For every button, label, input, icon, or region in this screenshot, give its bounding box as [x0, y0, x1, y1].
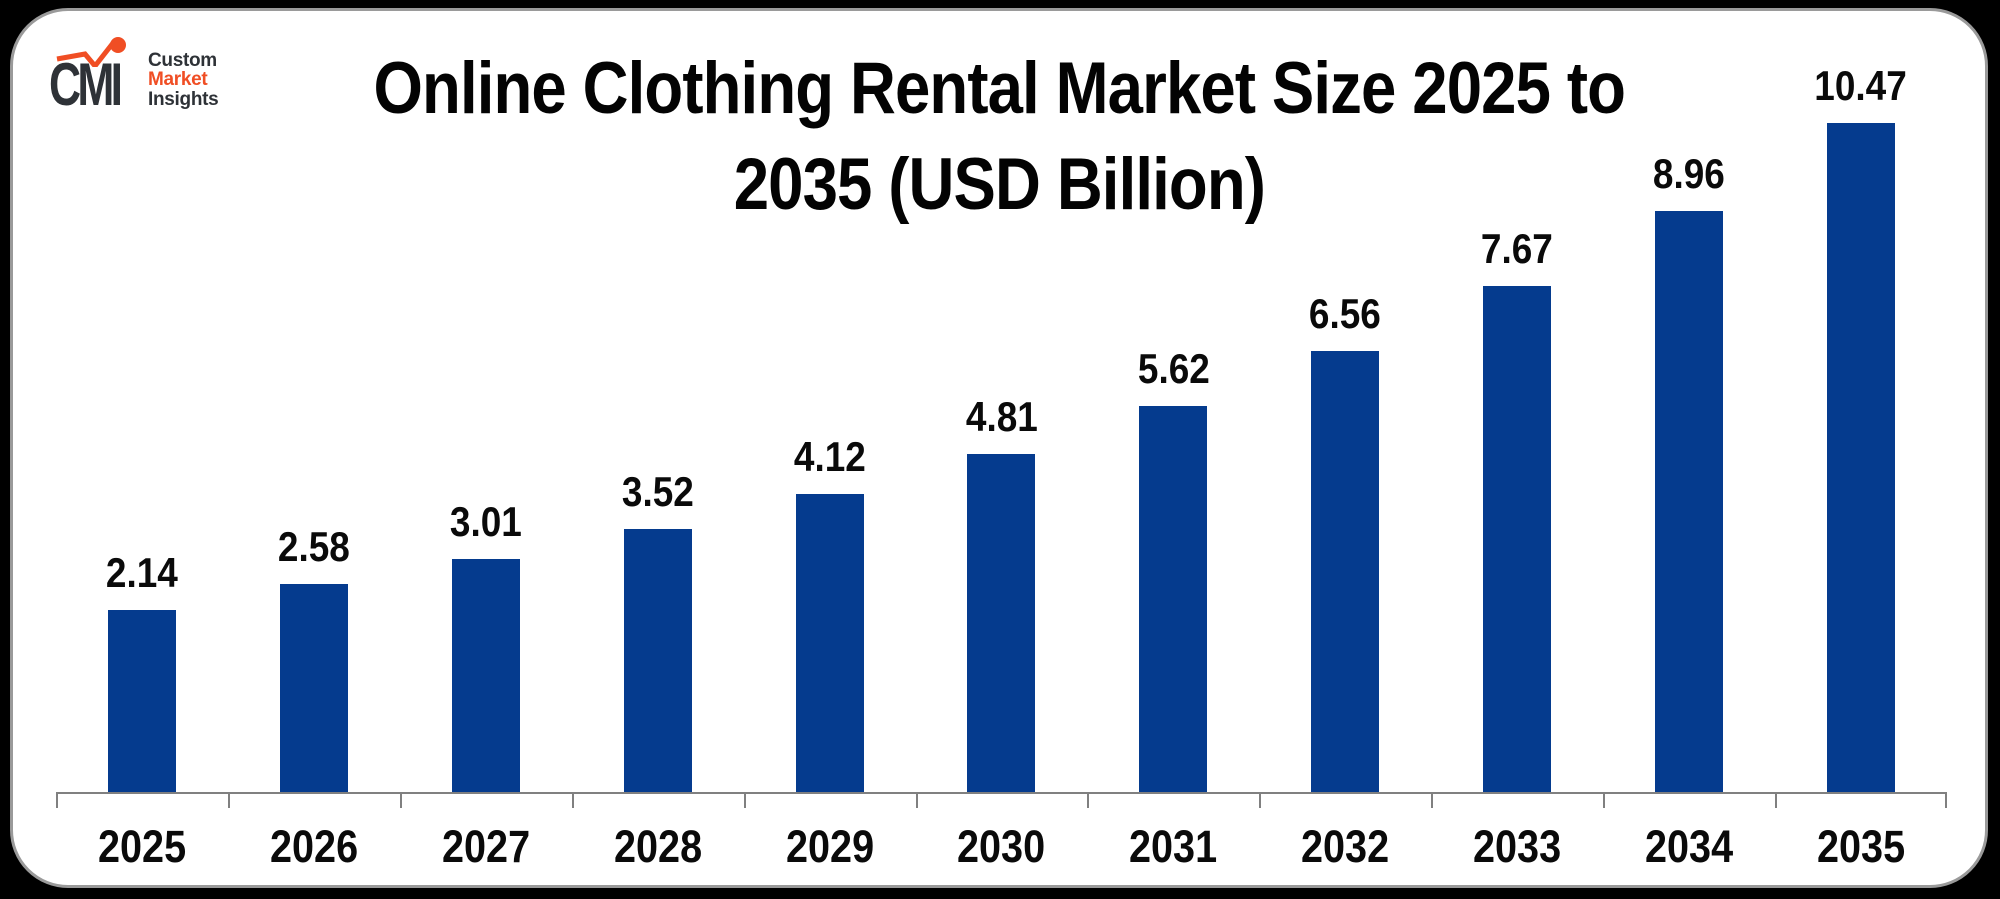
bar-2029 [795, 494, 864, 792]
logo-wordmark: Custom Market Insights [147, 49, 219, 110]
chart-title: Online Clothing Rental Market Size 2025 … [13, 41, 1985, 233]
bar-slot-2031: 5.62 [1087, 345, 1259, 792]
bar-2031 [1139, 406, 1208, 792]
bar-2027 [451, 559, 520, 792]
bar-slots: 2.14 2.58 3.01 3.52 4.12 4.81 5.62 6.56 7.67 8.96… [56, 62, 1947, 792]
bar-2028 [623, 529, 692, 792]
cmi-logo: CMI Custom Market Insights [49, 33, 219, 118]
x-axis-ticks [56, 794, 1947, 808]
x-axis-tick [1087, 794, 1090, 808]
x-axis-label-2028: 2028 [613, 821, 702, 872]
x-axis-tick [1431, 794, 1434, 808]
x-axis-label-2029: 2029 [785, 821, 874, 872]
bar-value-label: 6.56 [1309, 290, 1382, 337]
x-axis-tick [1259, 794, 1262, 808]
bar-2026 [279, 584, 348, 792]
x-axis-label-2027: 2027 [441, 821, 530, 872]
bar-slot-2035: 10.47 [1775, 62, 1947, 792]
x-axis-tick [399, 794, 402, 808]
x-axis-label-2026: 2026 [269, 821, 358, 872]
logo-word-insights: Insights [147, 88, 219, 110]
bar-2034 [1655, 211, 1724, 792]
bar-2025 [107, 610, 176, 792]
cmi-monogram-wrap: CMI [49, 33, 144, 118]
bar-slot-2027: 3.01 [400, 498, 572, 792]
x-axis-tick [56, 794, 58, 808]
x-axis-tick [227, 794, 230, 808]
bar-slot-2030: 4.81 [916, 393, 1088, 792]
bar-value-label: 8.96 [1653, 150, 1726, 197]
bar-2030 [967, 454, 1036, 792]
bar-value-label: 4.81 [965, 393, 1038, 440]
bar-value-label: 10.47 [1814, 62, 1908, 109]
bar-value-label: 5.62 [1137, 345, 1210, 392]
x-axis-tick [915, 794, 918, 808]
logo-sparkline-icon [56, 37, 126, 67]
bar-2032 [1311, 351, 1380, 792]
cmi-monogram: CMI [49, 51, 123, 118]
bar-value-label: 4.12 [793, 433, 866, 480]
x-axis-tick [1775, 794, 1778, 808]
x-axis-tick [1603, 794, 1606, 808]
x-axis-label-2031: 2031 [1129, 821, 1218, 872]
logo-word-market: Market [147, 69, 208, 90]
x-axis-label-2030: 2030 [957, 821, 1046, 872]
bar-value-label: 2.14 [105, 549, 178, 596]
bar-slot-2033: 7.67 [1431, 225, 1603, 792]
bar-slot-2026: 2.58 [228, 523, 400, 792]
chart-title-line2: 2035 (USD Billion) [733, 144, 1265, 225]
x-axis-label-2034: 2034 [1645, 821, 1734, 872]
logo-word-custom: Custom [147, 49, 217, 71]
x-axis-labels: 2025 2026 2027 2028 2029 2030 2031 2032 2033 2034… [56, 821, 1947, 873]
bar-slot-2025: 2.14 [56, 549, 228, 792]
chart-card: CMI Custom Market Insights Online Clothi… [10, 8, 1988, 888]
bar-slot-2032: 6.56 [1259, 290, 1431, 792]
x-axis-tick [743, 794, 746, 808]
bar-slot-2029: 4.12 [744, 433, 916, 792]
bar-2035 [1827, 123, 1896, 792]
bar-value-label: 2.58 [277, 523, 350, 570]
bar-2033 [1483, 286, 1552, 792]
chart-title-line1: Online Clothing Rental Market Size 2025 … [373, 48, 1625, 129]
x-axis-label-2025: 2025 [97, 821, 186, 872]
x-axis-label-2033: 2033 [1473, 821, 1562, 872]
x-axis-label-2035: 2035 [1816, 821, 1906, 872]
bar-slot-2034: 8.96 [1603, 150, 1775, 792]
x-axis-line [56, 792, 1947, 794]
x-axis-tick [1945, 794, 1947, 808]
bar-value-label: 7.67 [1481, 225, 1554, 272]
bar-value-label: 3.01 [449, 498, 522, 545]
x-axis-label-2032: 2032 [1301, 821, 1390, 872]
x-axis-tick [571, 794, 574, 808]
bar-slot-2028: 3.52 [572, 468, 744, 792]
bar-value-label: 3.52 [621, 468, 694, 515]
